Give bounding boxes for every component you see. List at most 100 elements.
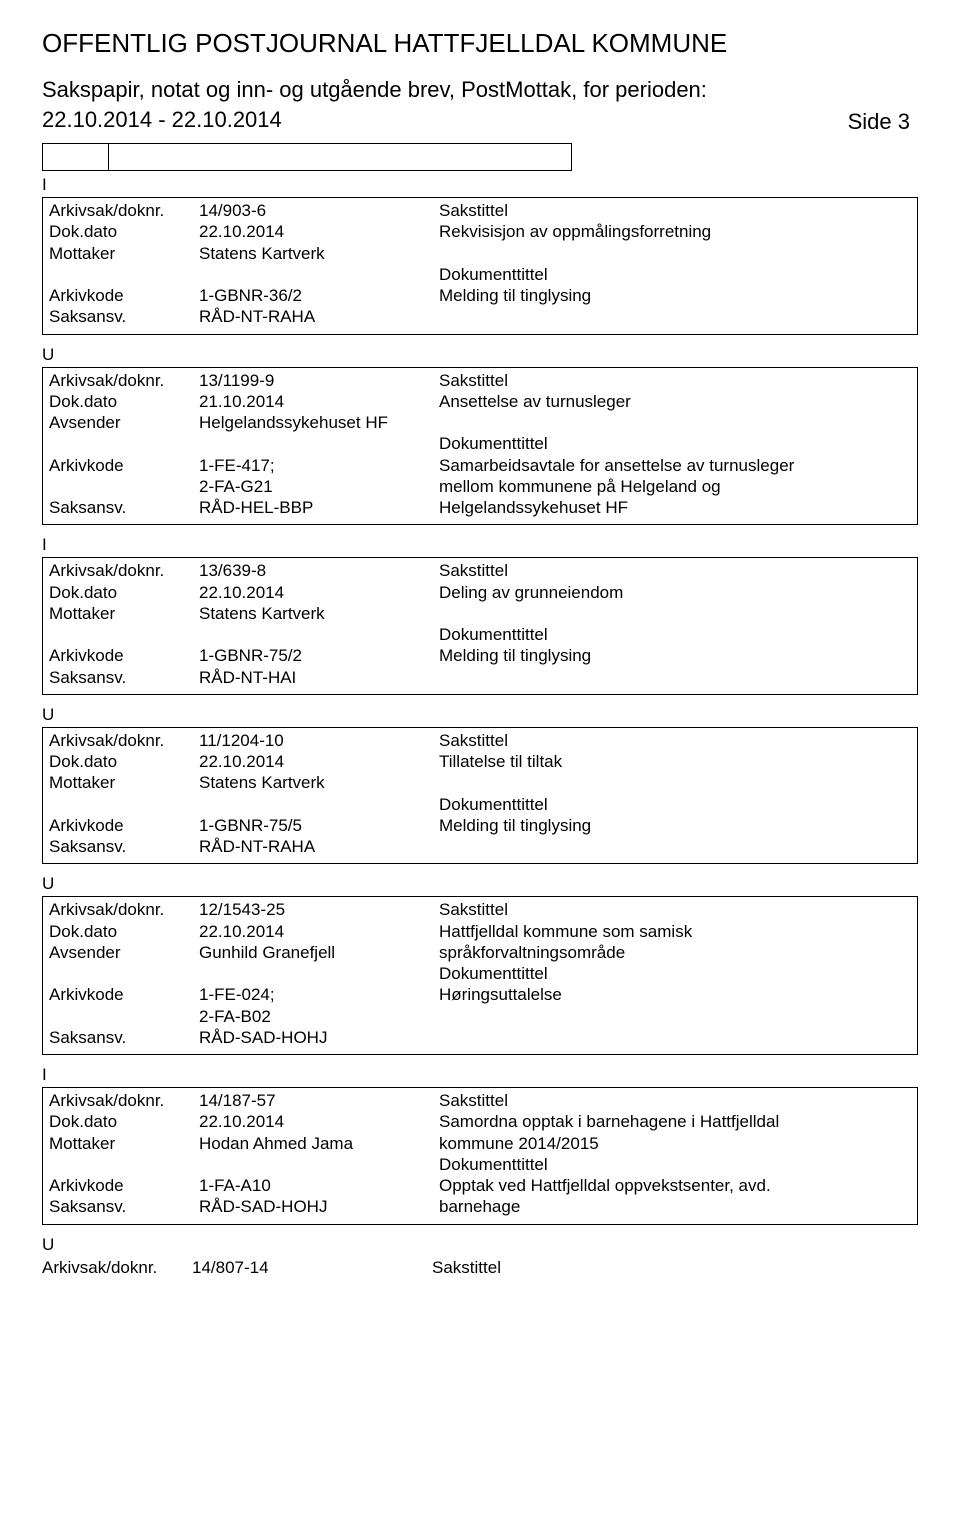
label-saksansv: Saksansv. — [49, 667, 199, 688]
sakstittel-value: Samordna opptak i barnehagene i Hattfjel… — [439, 1111, 911, 1132]
journal-entry: Arkivsak/doknr.13/639-8SakstittelDok.dat… — [42, 557, 918, 695]
sakstittel-value: Hattfjelldal kommune som samisk — [439, 921, 911, 942]
label-arkivkode: Arkivkode — [49, 455, 199, 476]
doktittel-value-2: barnehage — [439, 1196, 911, 1217]
label-arkivsak: Arkivsak/doknr. — [49, 1090, 199, 1111]
saksansv-value: RÅD-SAD-HOHJ — [199, 1027, 439, 1048]
party-value: Statens Kartverk — [199, 243, 439, 264]
party-value: Gunhild Granefjell — [199, 942, 439, 963]
journal-entry: Arkivsak/doknr.12/1543-25SakstittelDok.d… — [42, 896, 918, 1055]
blank — [49, 1006, 199, 1027]
label-saksansv: Saksansv. — [49, 836, 199, 857]
blank — [49, 264, 199, 285]
label-sakstittel: Sakstittel — [439, 730, 911, 751]
entry-tag: U — [42, 874, 918, 894]
doktittel-value-2: mellom kommunene på Helgeland og — [439, 476, 911, 497]
arkivsak-value: 13/1199-9 — [199, 370, 439, 391]
label-arkivkode: Arkivkode — [49, 645, 199, 666]
party-value: Helgelandssykehuset HF — [199, 412, 439, 433]
doktittel-value-2 — [439, 306, 911, 327]
label-party: Mottaker — [49, 772, 199, 793]
saksansv-value: RÅD-SAD-HOHJ — [199, 1196, 439, 1217]
arkivkode-value: 1-FA-A10 — [199, 1175, 439, 1196]
arkivkode-value: 1-GBNR-36/2 — [199, 285, 439, 306]
saksansv-value: RÅD-NT-RAHA — [199, 306, 439, 327]
label-arkivsak: Arkivsak/doknr. — [49, 200, 199, 221]
arkivkode-value: 1-FE-417; — [199, 455, 439, 476]
journal-entry: Arkivsak/doknr.14/187-57SakstittelDok.da… — [42, 1087, 918, 1225]
doktittel-value-3 — [439, 1027, 911, 1048]
arkivkode-value-2: 2-FA-B02 — [199, 1006, 439, 1027]
doktittel-value-2 — [439, 1006, 911, 1027]
entry-tag: U — [42, 345, 918, 365]
label-arkivkode: Arkivkode — [49, 1175, 199, 1196]
entry-tag: U — [42, 1235, 918, 1255]
blank — [49, 963, 199, 984]
blank — [199, 433, 439, 454]
saksansv-value: RÅD-HEL-BBP — [199, 497, 439, 518]
party-value: Hodan Ahmed Jama — [199, 1133, 439, 1154]
label-arkivsak: Arkivsak/doknr. — [49, 730, 199, 751]
label-arkivkode: Arkivkode — [49, 984, 199, 1005]
blank — [199, 264, 439, 285]
doktittel-value-3: Helgelandssykehuset HF — [439, 497, 911, 518]
label-sakstittel: Sakstittel — [439, 1090, 911, 1111]
dokdato-value: 22.10.2014 — [199, 1111, 439, 1132]
arkivsak-value: 13/639-8 — [199, 560, 439, 581]
label-saksansv: Saksansv. — [49, 306, 199, 327]
doktittel-value: Melding til tinglysing — [439, 645, 911, 666]
sakstittel-value: Ansettelse av turnusleger — [439, 391, 911, 412]
saksansv-value: RÅD-NT-HAI — [199, 667, 439, 688]
entry-tag: U — [42, 705, 918, 725]
label-arkivsak: Arkivsak/doknr. — [49, 560, 199, 581]
sakstittel-value-2 — [439, 243, 911, 264]
arkivkode-value-2: 2-FA-G21 — [199, 476, 439, 497]
label-party: Mottaker — [49, 1133, 199, 1154]
sakstittel-value-2 — [439, 603, 911, 624]
doktittel-value: Samarbeidsavtale for ansettelse av turnu… — [439, 455, 911, 476]
label-dokdato: Dok.dato — [49, 391, 199, 412]
journal-entry: Arkivsak/doknr.11/1204-10SakstittelDok.d… — [42, 727, 918, 865]
label-dokumenttittel: Dokumenttittel — [439, 963, 911, 984]
label-dokumenttittel: Dokumenttittel — [439, 624, 911, 645]
label-saksansv: Saksansv. — [49, 1196, 199, 1217]
arkivkode-value: 1-FE-024; — [199, 984, 439, 1005]
journal-entry: Arkivsak/doknr.14/903-6SakstittelDok.dat… — [42, 197, 918, 335]
dokdato-value: 22.10.2014 — [199, 582, 439, 603]
label-arkivsak: Arkivsak/doknr. — [49, 899, 199, 920]
label-party: Mottaker — [49, 243, 199, 264]
label-dokdato: Dok.dato — [49, 921, 199, 942]
partial-entry: Arkivsak/doknr. 14/807-14 Sakstittel — [42, 1257, 918, 1278]
label-arkivkode: Arkivkode — [49, 815, 199, 836]
dokdato-value: 22.10.2014 — [199, 921, 439, 942]
label-dokdato: Dok.dato — [49, 1111, 199, 1132]
sakstittel-value: Rekvisisjon av oppmålingsforretning — [439, 221, 911, 242]
side-box — [42, 143, 572, 171]
blank — [199, 963, 439, 984]
label-arkivsak: Arkivsak/doknr. — [49, 370, 199, 391]
sakstittel-label: Sakstittel — [432, 1257, 918, 1278]
blank — [49, 624, 199, 645]
blank — [49, 794, 199, 815]
label-party: Mottaker — [49, 603, 199, 624]
doktittel-value: Opptak ved Hattfjelldal oppvekstsenter, … — [439, 1175, 911, 1196]
page-subtitle-1: Sakspapir, notat og inn- og utgående bre… — [42, 77, 918, 103]
journal-entry: Arkivsak/doknr.13/1199-9SakstittelDok.da… — [42, 367, 918, 526]
blank — [199, 624, 439, 645]
entry-tag: I — [42, 535, 918, 555]
label-dokdato: Dok.dato — [49, 221, 199, 242]
label-arkivsak: Arkivsak/doknr. — [42, 1257, 192, 1278]
blank — [199, 1154, 439, 1175]
page-main-title: OFFENTLIG POSTJOURNAL HATTFJELLDAL KOMMU… — [42, 28, 918, 59]
sakstittel-value: Deling av grunneiendom — [439, 582, 911, 603]
dokdato-value: 22.10.2014 — [199, 221, 439, 242]
arkivsak-value: 12/1543-25 — [199, 899, 439, 920]
arkivkode-value: 1-GBNR-75/2 — [199, 645, 439, 666]
party-value: Statens Kartverk — [199, 603, 439, 624]
label-party: Avsender — [49, 412, 199, 433]
sakstittel-value-2 — [439, 412, 911, 433]
sakstittel-value-2: språkforvaltningsområde — [439, 942, 911, 963]
label-arkivkode: Arkivkode — [49, 285, 199, 306]
label-dokumenttittel: Dokumenttittel — [439, 794, 911, 815]
entry-tag: I — [42, 175, 918, 195]
